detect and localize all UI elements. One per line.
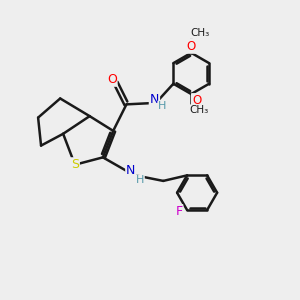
Text: S: S bbox=[71, 158, 79, 171]
Text: N: N bbox=[150, 93, 159, 106]
Text: CH₃: CH₃ bbox=[190, 28, 210, 38]
Text: F: F bbox=[175, 205, 182, 218]
Text: CH₃: CH₃ bbox=[190, 105, 209, 115]
Text: H: H bbox=[136, 175, 144, 185]
Text: O: O bbox=[107, 73, 117, 86]
Text: O: O bbox=[187, 40, 196, 53]
Text: N: N bbox=[126, 164, 136, 177]
Text: H: H bbox=[158, 101, 166, 111]
Text: O: O bbox=[192, 94, 201, 107]
